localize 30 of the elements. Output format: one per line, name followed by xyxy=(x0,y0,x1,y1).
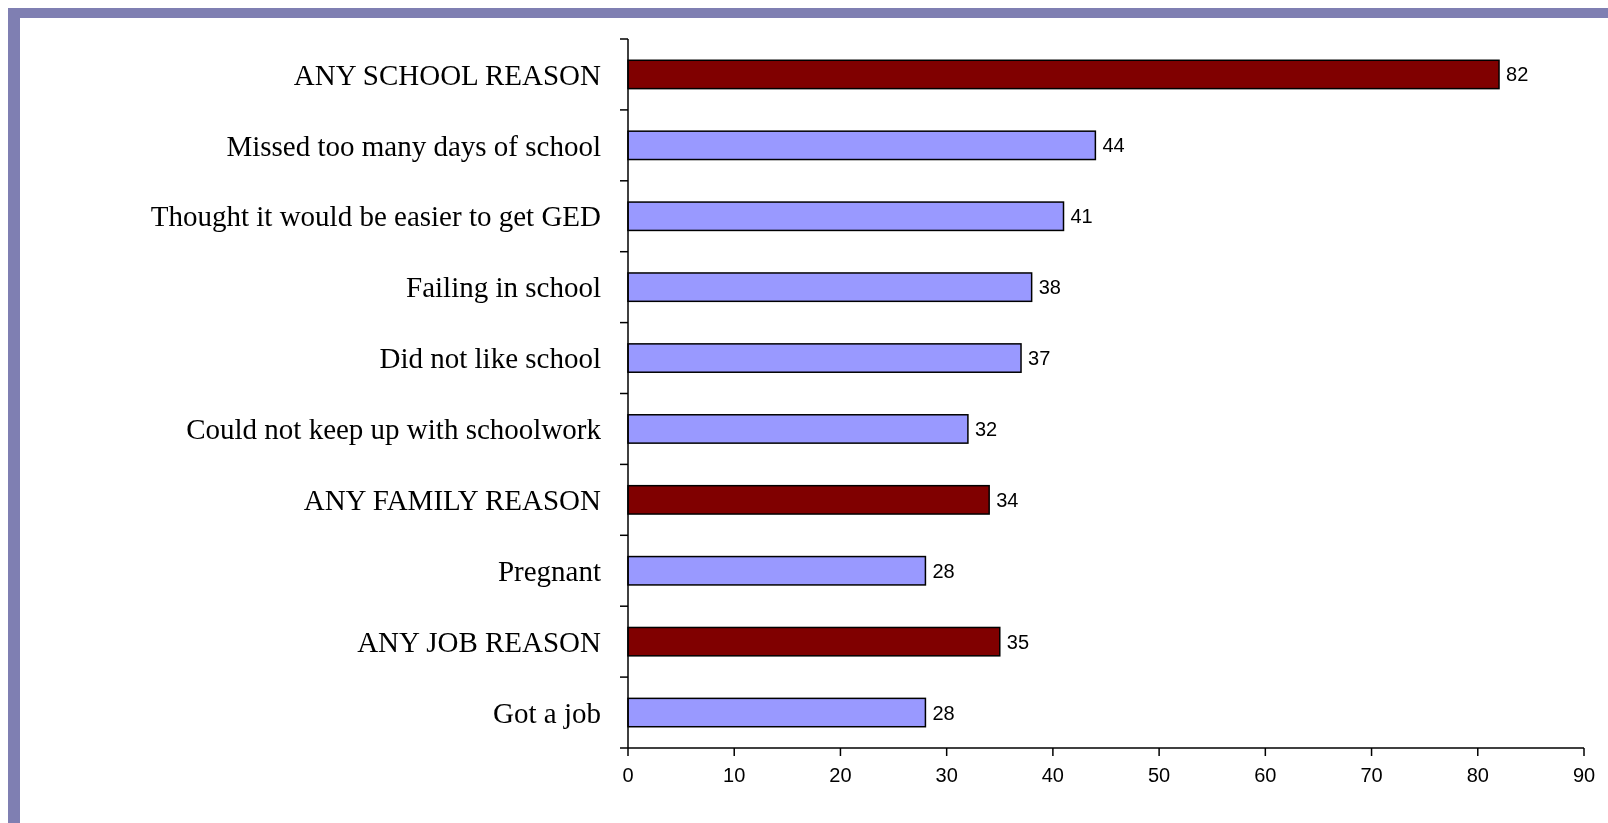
data-label: 41 xyxy=(1070,205,1093,228)
x-tick-label: 10 xyxy=(723,764,746,786)
x-tick-label: 50 xyxy=(1147,764,1171,786)
data-label: 28 xyxy=(932,701,955,724)
data-label: 38 xyxy=(1038,276,1061,299)
x-tick-label: 30 xyxy=(935,764,958,786)
data-label: 37 xyxy=(1028,347,1051,370)
y-tick-label: Pregnant xyxy=(497,554,601,587)
data-label: 82 xyxy=(1506,63,1529,86)
data-label: 34 xyxy=(996,488,1019,511)
y-tick-label: Thought it would be easier to get GED xyxy=(150,200,601,233)
y-tick-label: Failing in school xyxy=(406,271,601,304)
data-label: 44 xyxy=(1102,134,1125,157)
y-tick-label: ANY SCHOOL REASON xyxy=(293,58,602,91)
x-tick-label: 40 xyxy=(1041,764,1065,786)
y-tick-label: ANY FAMILY REASON xyxy=(303,484,602,516)
x-tick-label: 20 xyxy=(829,764,852,786)
y-tick-label: ANY JOB REASON xyxy=(357,625,602,658)
x-tick-label: 80 xyxy=(1466,764,1489,786)
y-tick-label: Did not like school xyxy=(379,342,601,375)
x-tick-label: 90 xyxy=(1572,764,1596,786)
y-tick-label: Could not keep up with schoolwork xyxy=(186,413,602,446)
y-tick-label: Got a job xyxy=(493,696,601,729)
data-label: 28 xyxy=(932,559,955,582)
data-label: 35 xyxy=(1006,630,1030,653)
data-label: 32 xyxy=(974,417,998,440)
x-tick-label: 60 xyxy=(1254,764,1277,786)
x-tick-label: 0 xyxy=(622,764,634,786)
x-tick-label: 70 xyxy=(1360,764,1383,786)
y-tick-label: Missed too many days of school xyxy=(226,129,601,162)
